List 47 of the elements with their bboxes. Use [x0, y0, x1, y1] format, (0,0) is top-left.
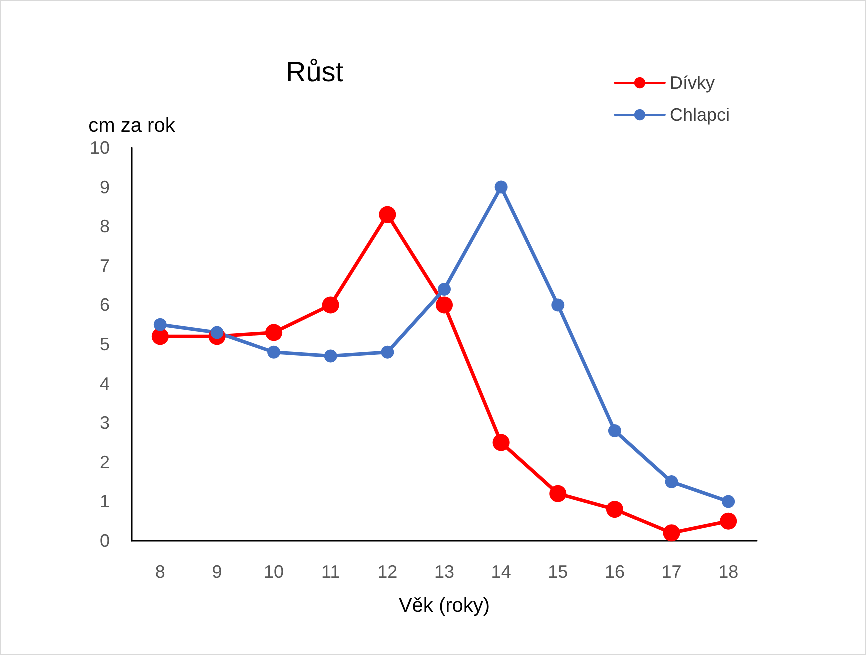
- y-tick-label: 10: [90, 138, 110, 158]
- point: [322, 296, 340, 314]
- y-tick-label: 0: [100, 531, 110, 551]
- y-axis-title: cm za rok: [88, 115, 176, 137]
- point: [324, 350, 338, 363]
- point: [494, 180, 508, 194]
- x-tick-label: 15: [548, 562, 568, 582]
- y-tick-label: 7: [100, 256, 110, 276]
- x-tick-label: 12: [378, 562, 398, 582]
- point: [720, 512, 738, 530]
- point: [379, 206, 396, 224]
- point: [550, 485, 567, 502]
- y-tick-label: 1: [100, 492, 110, 512]
- point: [606, 501, 624, 518]
- legend-label: Dívky: [670, 73, 715, 93]
- point: [438, 282, 451, 296]
- point: [381, 346, 394, 359]
- x-tick-label: 9: [212, 562, 222, 582]
- x-tick-label: 14: [491, 562, 512, 582]
- point: [665, 476, 678, 489]
- point: [268, 346, 281, 359]
- x-tick-label: 10: [264, 562, 284, 582]
- y-tick-label: 8: [100, 216, 110, 237]
- x-tick-label: 17: [662, 562, 682, 582]
- point: [152, 328, 169, 346]
- x-tick-label: 8: [155, 562, 166, 582]
- y-tick-label: 4: [100, 374, 110, 394]
- x-tick-label: 16: [604, 562, 625, 582]
- x-axis-title: Věk (roky): [398, 595, 490, 617]
- y-tick-label: 2: [100, 452, 110, 472]
- x-tick-label: 18: [718, 562, 739, 582]
- point: [552, 298, 565, 312]
- point: [722, 495, 736, 508]
- point: [663, 524, 680, 542]
- point: [492, 434, 510, 452]
- x-tick-label: 13: [434, 562, 455, 582]
- point: [266, 324, 283, 342]
- point: [608, 424, 622, 438]
- legend-label: Chlapci: [670, 105, 730, 125]
- x-tick-label: 11: [322, 562, 340, 582]
- y-tick-label: 3: [100, 413, 110, 434]
- y-tick-label: 9: [100, 177, 110, 198]
- chart-title: Růst: [286, 56, 344, 88]
- y-tick-label: 6: [100, 295, 110, 316]
- point: [436, 296, 453, 314]
- point: [154, 318, 167, 332]
- y-tick-label: 5: [100, 334, 110, 354]
